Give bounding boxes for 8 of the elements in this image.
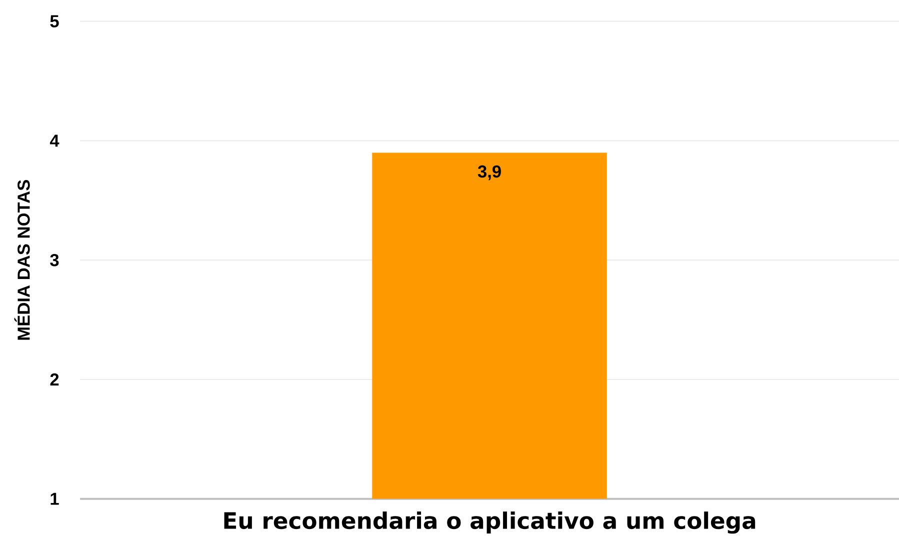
y-tick-label: 4 (50, 134, 60, 147)
y-tick-label: 1 (50, 493, 59, 506)
y-tick-label: 5 (50, 16, 59, 28)
y-tick-label: 3 (50, 254, 59, 266)
x-tick-label: Eu recomendaria o aplicativo a um colega (224, 512, 756, 534)
y-axis-title: MÉDIA DAS NOTAS (14, 180, 30, 340)
data-label: 3,9 (478, 166, 501, 180)
y-tick-label: 2 (50, 374, 59, 386)
